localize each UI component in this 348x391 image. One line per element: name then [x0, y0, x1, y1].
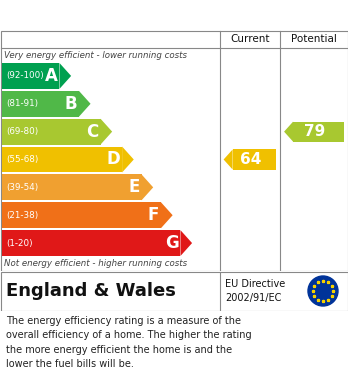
Text: Current: Current: [230, 34, 270, 44]
Text: (69-80): (69-80): [6, 127, 38, 136]
Text: England & Wales: England & Wales: [6, 282, 176, 300]
Text: Not energy efficient - higher running costs: Not energy efficient - higher running co…: [4, 260, 187, 269]
Text: The energy efficiency rating is a measure of the
overall efficiency of a home. T: The energy efficiency rating is a measur…: [6, 316, 252, 369]
Bar: [2, 147, 122, 172]
Bar: [293, 122, 344, 142]
Bar: [2, 202, 161, 228]
Text: Very energy efficient - lower running costs: Very energy efficient - lower running co…: [4, 50, 187, 59]
Text: (21-38): (21-38): [6, 211, 38, 220]
Polygon shape: [60, 63, 71, 89]
Text: 64: 64: [240, 152, 262, 167]
Circle shape: [308, 276, 338, 306]
Bar: [2, 91, 79, 117]
Bar: [2, 174, 142, 200]
Polygon shape: [224, 149, 232, 170]
Text: (1-20): (1-20): [6, 239, 33, 248]
Polygon shape: [181, 230, 192, 256]
Text: 2002/91/EC: 2002/91/EC: [225, 293, 282, 303]
Text: D: D: [106, 151, 120, 169]
Text: G: G: [165, 234, 179, 252]
Text: EU Directive: EU Directive: [225, 279, 285, 289]
Bar: [2, 63, 60, 89]
Text: 79: 79: [304, 124, 325, 139]
Polygon shape: [161, 202, 173, 228]
Text: E: E: [128, 178, 140, 196]
Text: (39-54): (39-54): [6, 183, 38, 192]
Text: C: C: [86, 123, 98, 141]
Polygon shape: [142, 174, 153, 200]
Polygon shape: [122, 147, 134, 172]
Text: B: B: [64, 95, 77, 113]
Text: A: A: [45, 67, 57, 85]
Polygon shape: [79, 91, 90, 117]
Bar: [2, 230, 181, 256]
Text: (92-100): (92-100): [6, 72, 44, 81]
Text: F: F: [148, 206, 159, 224]
Text: (55-68): (55-68): [6, 155, 38, 164]
Polygon shape: [101, 119, 112, 145]
Polygon shape: [284, 122, 293, 142]
Bar: [2, 119, 101, 145]
Bar: [232, 149, 276, 170]
Text: (81-91): (81-91): [6, 99, 38, 108]
Text: Potential: Potential: [291, 34, 337, 44]
Text: Energy Efficiency Rating: Energy Efficiency Rating: [10, 7, 213, 23]
